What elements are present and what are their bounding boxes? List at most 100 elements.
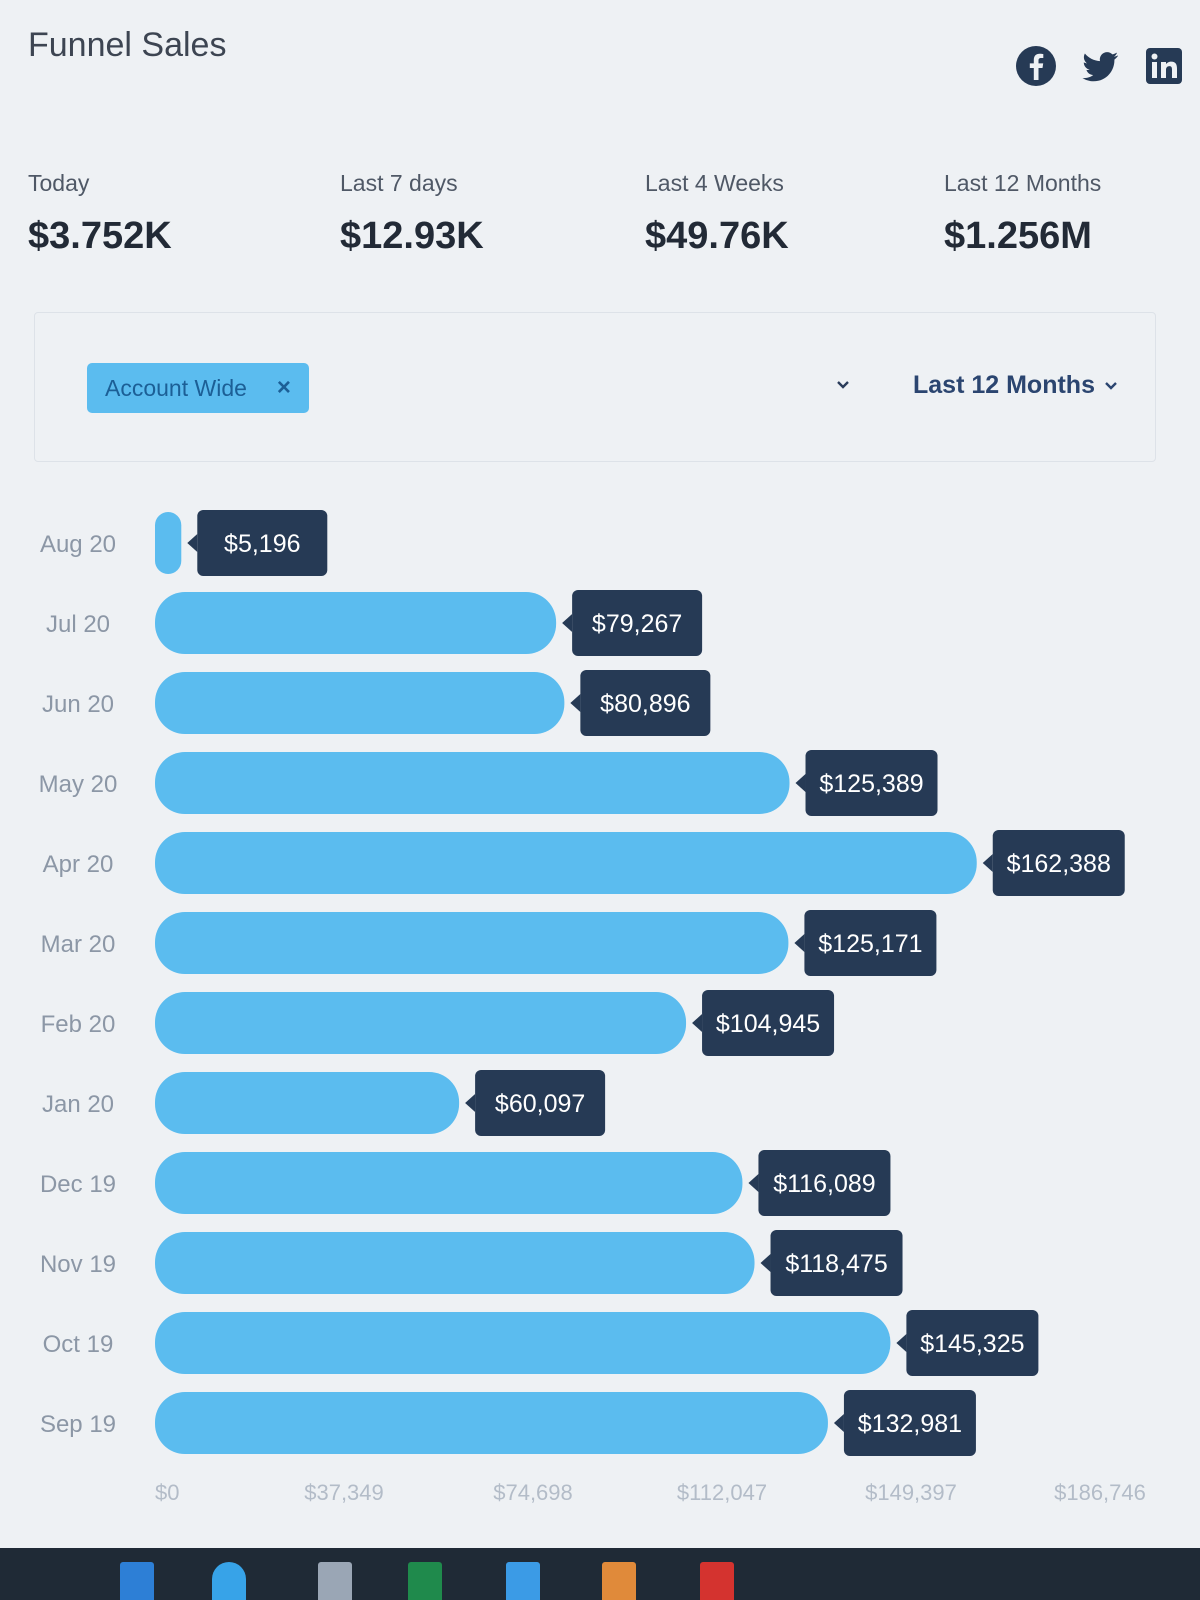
value-label: $162,388 bbox=[1007, 850, 1111, 878]
tag-label: Account Wide bbox=[105, 374, 247, 401]
acrobat-icon[interactable] bbox=[700, 1562, 734, 1600]
account-wide-tag[interactable]: Account Wide × bbox=[87, 363, 309, 413]
edge-icon[interactable] bbox=[212, 1562, 246, 1600]
files-icon[interactable] bbox=[318, 1562, 352, 1600]
social-links bbox=[1014, 44, 1186, 88]
page-title: Funnel Sales bbox=[28, 26, 227, 64]
category-label: May 20 bbox=[39, 771, 118, 798]
filter-dropdown[interactable] bbox=[835, 373, 851, 399]
bar[interactable] bbox=[155, 672, 565, 734]
value-label-box bbox=[702, 990, 835, 1056]
value-pointer bbox=[187, 534, 198, 552]
value-pointer bbox=[982, 854, 993, 872]
value-label: $80,896 bbox=[600, 690, 690, 718]
bar[interactable] bbox=[155, 752, 790, 814]
value-label: $79,267 bbox=[592, 610, 682, 638]
value-label: $60,097 bbox=[495, 1090, 585, 1118]
value-label-box bbox=[475, 1070, 606, 1136]
bar[interactable] bbox=[155, 592, 557, 654]
value-label: $132,981 bbox=[858, 1410, 962, 1438]
facebook-icon[interactable] bbox=[1014, 44, 1058, 88]
taskbar bbox=[0, 1548, 1200, 1600]
stat-last-7-days: Last 7 days $12.93K bbox=[340, 170, 484, 258]
value-pointer bbox=[692, 1014, 703, 1032]
value-label-box bbox=[197, 510, 328, 576]
value-label-box bbox=[758, 1150, 891, 1216]
value-label-box bbox=[843, 1390, 976, 1456]
value-label: $118,475 bbox=[785, 1250, 887, 1278]
value-pointer bbox=[794, 934, 805, 952]
excel-icon[interactable] bbox=[408, 1562, 442, 1600]
bar[interactable] bbox=[155, 1152, 743, 1214]
value-pointer bbox=[896, 1334, 907, 1352]
value-label: $104,945 bbox=[716, 1010, 820, 1038]
stat-label: Today bbox=[28, 170, 90, 196]
category-label: Feb 20 bbox=[41, 1011, 116, 1038]
category-label: Jul 20 bbox=[46, 611, 110, 638]
stat-last-4-weeks: Last 4 Weeks $49.76K bbox=[645, 170, 789, 258]
x-tick-label: $74,698 bbox=[493, 1480, 573, 1505]
linkedin-icon[interactable] bbox=[1142, 44, 1186, 88]
stat-value: $12.93K bbox=[340, 215, 484, 257]
value-pointer bbox=[465, 1094, 476, 1112]
value-label: $145,325 bbox=[920, 1330, 1024, 1358]
twitter-icon[interactable] bbox=[1078, 44, 1122, 88]
value-label-box bbox=[992, 830, 1125, 896]
value-label: $125,171 bbox=[818, 930, 922, 958]
photos-icon[interactable] bbox=[506, 1562, 540, 1600]
office-icon[interactable] bbox=[602, 1562, 636, 1600]
value-pointer bbox=[833, 1414, 844, 1432]
category-label: Nov 19 bbox=[40, 1251, 116, 1278]
period-dropdown[interactable]: Last 12 Months bbox=[913, 371, 1119, 400]
bar[interactable] bbox=[155, 1312, 891, 1374]
stat-label: Last 7 days bbox=[340, 170, 458, 196]
category-label: Jan 20 bbox=[42, 1091, 114, 1118]
stat-value: $1.256M bbox=[944, 215, 1092, 257]
category-label: Apr 20 bbox=[43, 851, 114, 878]
bar[interactable] bbox=[155, 832, 977, 894]
x-tick-label: $0 bbox=[155, 1480, 179, 1505]
bar[interactable] bbox=[155, 1392, 828, 1454]
x-tick-label: $149,397 bbox=[865, 1480, 957, 1505]
stat-today: Today $3.752K bbox=[28, 170, 172, 258]
value-pointer bbox=[795, 774, 806, 792]
windows-icon[interactable] bbox=[120, 1562, 154, 1600]
funnel-sales-chart: Aug 20 $5,196 Jul 20 $79,267 Jun 20 $80,896 Ma… bbox=[0, 490, 1200, 1530]
x-tick-label: $186,746 bbox=[1054, 1480, 1146, 1505]
stat-label: Last 4 Weeks bbox=[645, 170, 784, 196]
value-label-box bbox=[906, 1310, 1039, 1376]
filter-panel: Account Wide × Last 12 Months bbox=[34, 312, 1156, 462]
category-label: Jun 20 bbox=[42, 691, 114, 718]
x-tick-label: $37,349 bbox=[304, 1480, 384, 1505]
bar-chart: Aug 20 $5,196 Jul 20 $79,267 Jun 20 $80,896 Ma… bbox=[39, 510, 1146, 1505]
category-label: Dec 19 bbox=[40, 1171, 116, 1198]
stat-value: $3.752K bbox=[28, 215, 172, 257]
period-label: Last 12 Months bbox=[913, 371, 1095, 399]
chevron-down-icon bbox=[837, 381, 849, 389]
stats-row: Today $3.752K Last 7 days $12.93K Last 4… bbox=[0, 170, 1200, 280]
category-label: Oct 19 bbox=[43, 1331, 114, 1358]
bar[interactable] bbox=[155, 992, 687, 1054]
value-label: $116,089 bbox=[773, 1170, 875, 1198]
value-label-box bbox=[580, 670, 711, 736]
stat-last-12-months: Last 12 Months $1.256M bbox=[944, 170, 1101, 258]
bar[interactable] bbox=[155, 912, 789, 974]
value-label: $125,389 bbox=[819, 770, 923, 798]
value-label-box bbox=[805, 750, 938, 816]
value-pointer bbox=[570, 694, 581, 712]
bar[interactable] bbox=[155, 1072, 460, 1134]
value-label-box bbox=[804, 910, 937, 976]
stat-value: $49.76K bbox=[645, 215, 789, 257]
category-label: Aug 20 bbox=[40, 531, 116, 558]
value-label: $5,196 bbox=[224, 530, 300, 558]
value-label-box bbox=[572, 590, 703, 656]
category-label: Mar 20 bbox=[41, 931, 116, 958]
stat-label: Last 12 Months bbox=[944, 170, 1102, 196]
value-pointer bbox=[760, 1254, 771, 1272]
tag-close-icon[interactable]: × bbox=[276, 374, 291, 401]
value-pointer bbox=[748, 1174, 759, 1192]
x-tick-label: $112,047 bbox=[677, 1480, 767, 1505]
category-label: Sep 19 bbox=[40, 1411, 116, 1438]
bar[interactable] bbox=[155, 512, 182, 574]
bar[interactable] bbox=[155, 1232, 755, 1294]
